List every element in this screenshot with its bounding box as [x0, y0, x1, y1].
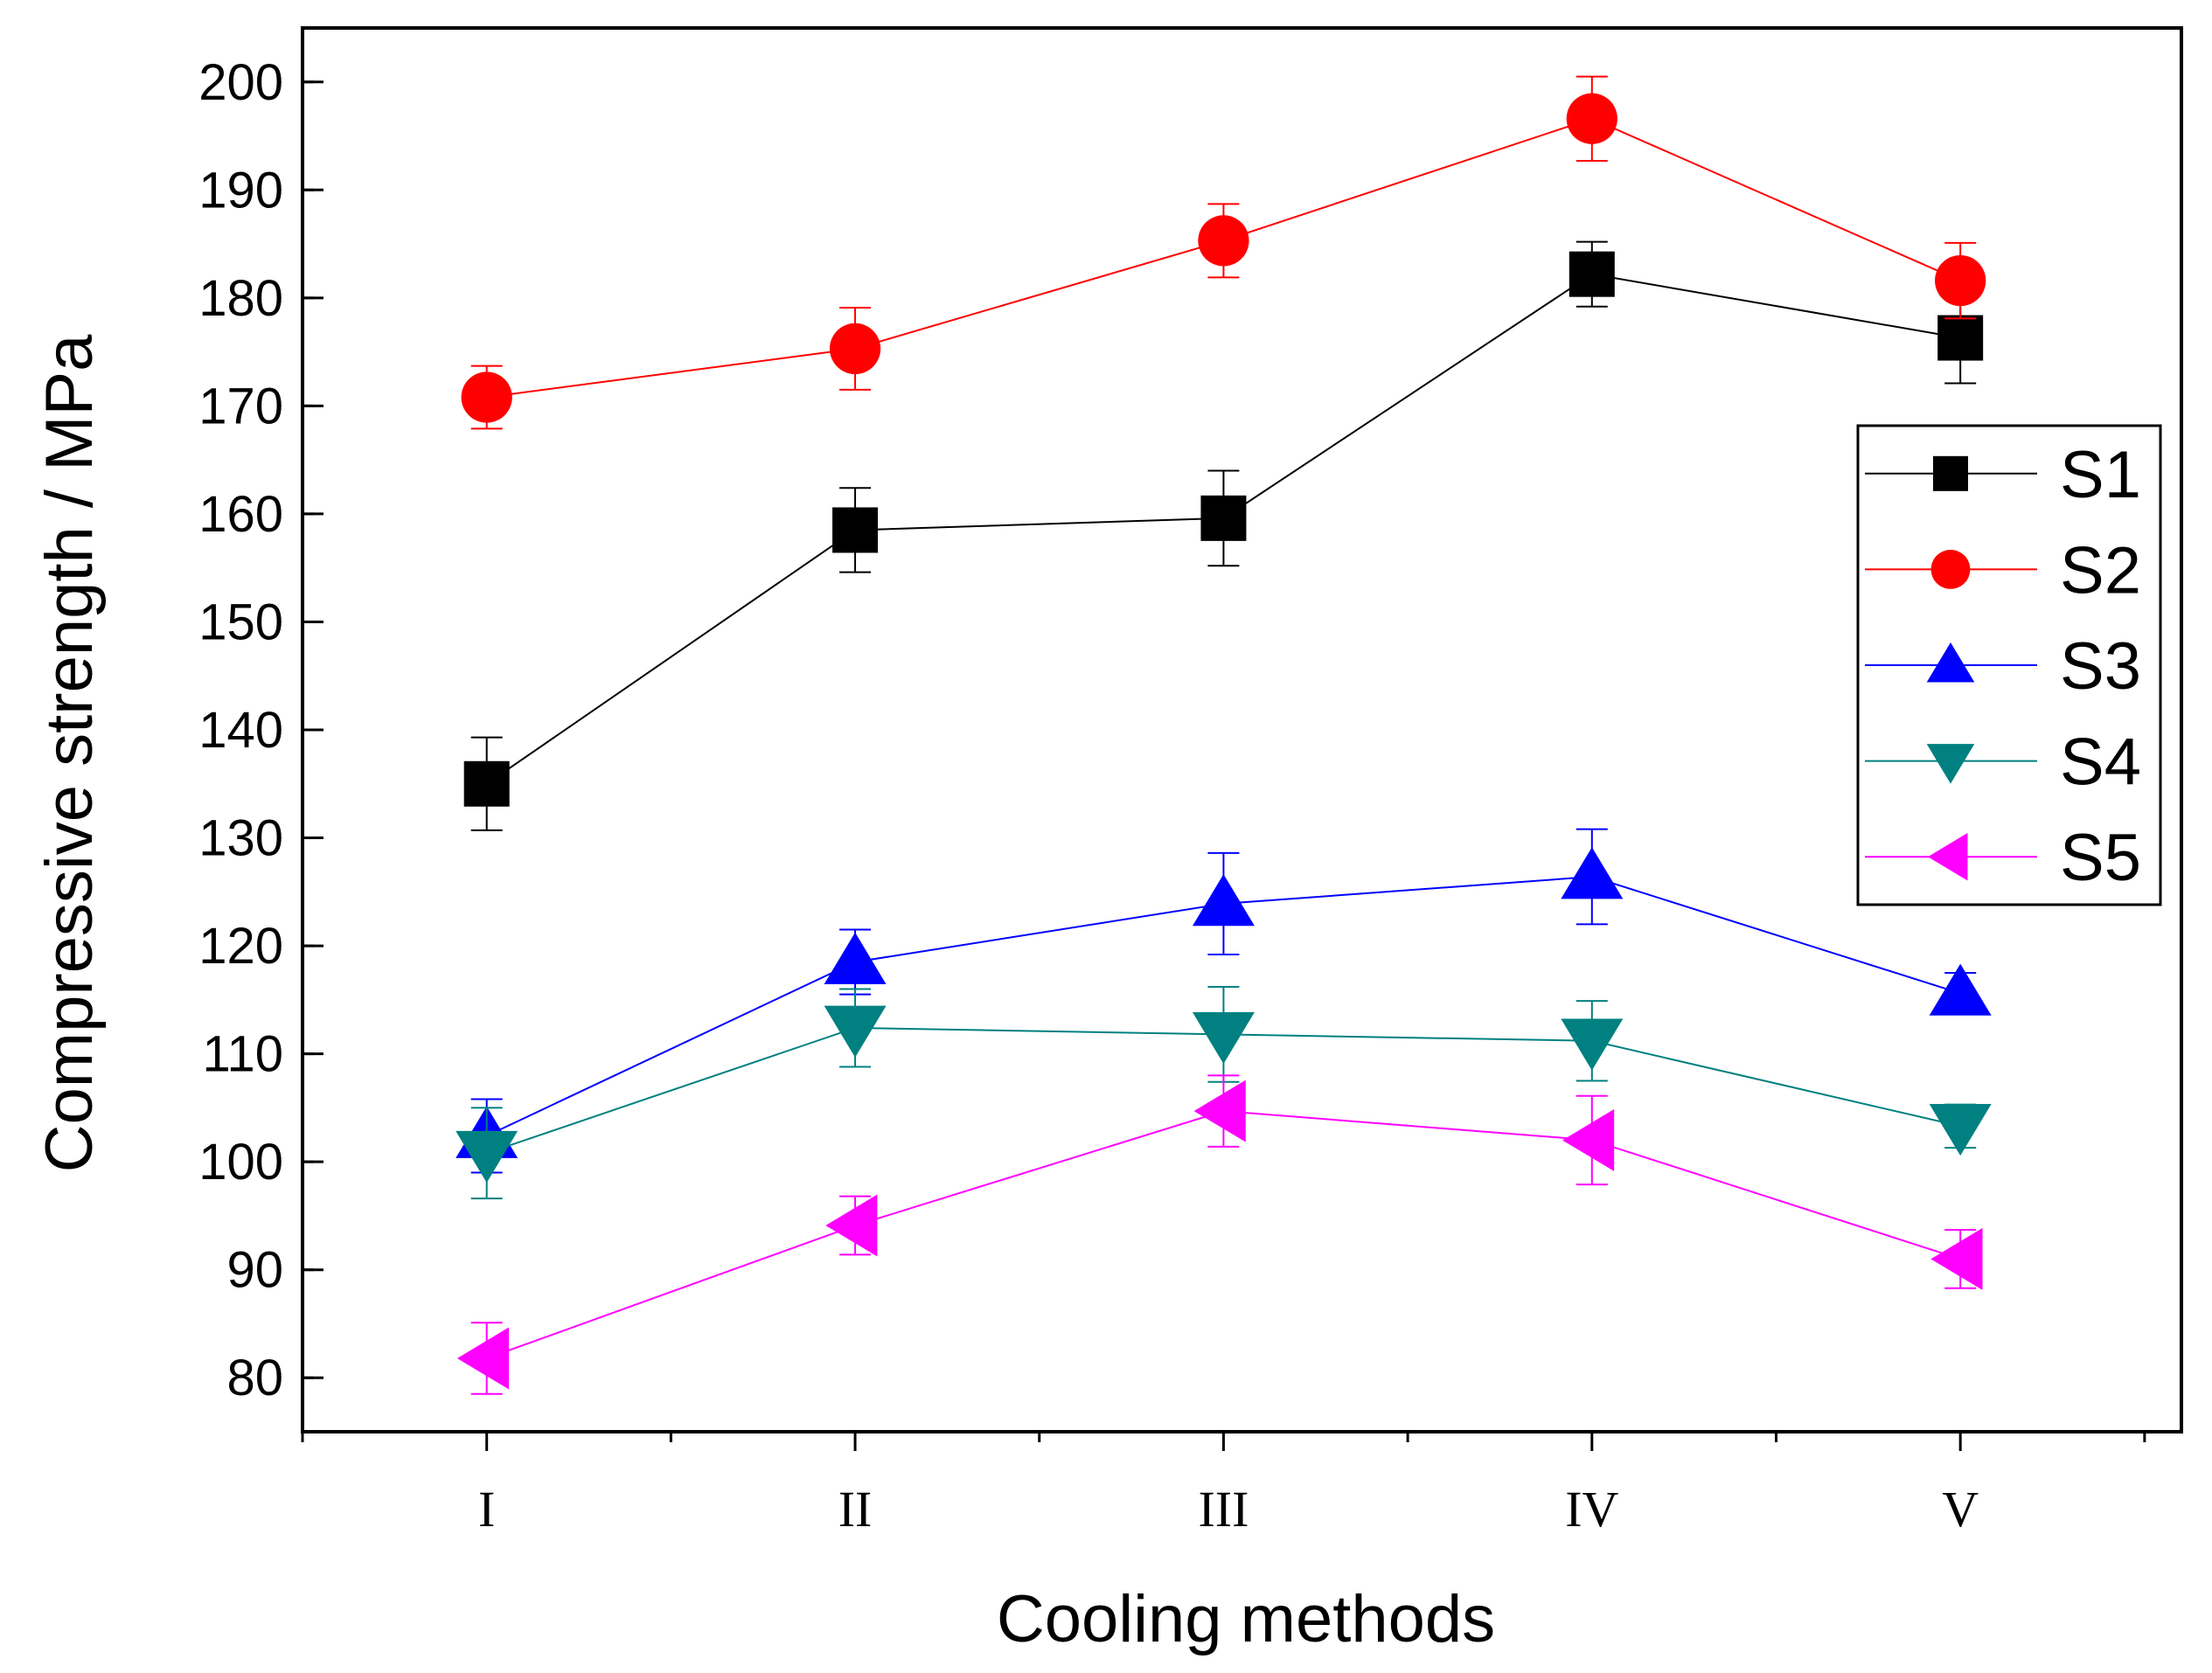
data-point-s5-v: [1930, 1228, 1982, 1290]
y-tick-label-170: 170: [198, 378, 283, 434]
legend-label-s3: S3: [2060, 629, 2141, 704]
x-tick-label-i: I: [478, 1481, 495, 1538]
legend-label-s5: S5: [2060, 821, 2141, 895]
x-tick-label-v: V: [1942, 1481, 1979, 1538]
data-point-s5-iv: [1562, 1109, 1614, 1171]
y-tick-label-190: 190: [198, 162, 283, 219]
legend-marker-s2: [1931, 550, 1971, 589]
data-point-s4-iv: [1561, 1018, 1623, 1070]
x-axis-title: Cooling methods: [997, 1582, 1495, 1656]
y-tick-label-180: 180: [198, 270, 283, 327]
legend-label-s2: S2: [2060, 533, 2141, 607]
chart-figure: 80 90 100 110 120 130 140 150 160 170 180 190 200 I II…: [0, 0, 2212, 1673]
data-point-s2-iii: [1198, 215, 1249, 266]
data-point-s5-ii: [825, 1195, 877, 1257]
data-point-s5-iii: [1194, 1080, 1246, 1142]
series-line-s5: [487, 1111, 1960, 1358]
data-point-s4-ii: [824, 1006, 887, 1058]
data-point-s1-iii: [1200, 496, 1246, 541]
data-point-s5-i: [457, 1328, 509, 1390]
y-tick-label-200: 200: [198, 54, 283, 111]
y-tick-label-130: 130: [198, 810, 283, 867]
data-point-s2-v: [1935, 255, 1986, 306]
y-tick-label-160: 160: [198, 486, 283, 543]
y-tick-label-150: 150: [198, 594, 283, 650]
legend: S1 S2 S3 S4 S5: [1858, 426, 2160, 905]
series-layer: [456, 77, 1991, 1394]
y-axis-title: Compressive strength / MPa: [32, 334, 107, 1173]
legend-marker-s1: [1933, 456, 1968, 491]
x-tick-label-ii: II: [838, 1481, 873, 1538]
legend-label-s4: S4: [2060, 725, 2141, 800]
x-tick-label-iii: III: [1198, 1481, 1249, 1538]
data-point-s2-ii: [830, 323, 880, 374]
data-point-s2-i: [462, 371, 512, 422]
data-point-s4-iii: [1193, 1012, 1255, 1064]
data-point-s3-iv: [1561, 847, 1623, 899]
data-point-s4-v: [1930, 1104, 1992, 1156]
data-point-s3-v: [1930, 964, 1992, 1016]
y-tick-label-120: 120: [198, 918, 283, 975]
data-point-s1-i: [464, 761, 510, 807]
x-tick-label-iv: IV: [1565, 1481, 1618, 1538]
data-point-s1-ii: [832, 507, 878, 552]
data-point-s1-v: [1937, 316, 1983, 361]
y-tick-label-100: 100: [198, 1134, 283, 1191]
y-tick-label-110: 110: [203, 1026, 283, 1083]
y-tick-label-80: 80: [226, 1350, 283, 1406]
data-point-s3-iii: [1193, 874, 1255, 926]
chart-canvas: 8090100110120130140150160170180190200I II…: [0, 0, 2212, 1673]
data-point-s1-iv: [1569, 252, 1615, 297]
y-tick-label-90: 90: [226, 1242, 283, 1299]
legend-label-s1: S1: [2060, 438, 2141, 512]
data-point-s2-iv: [1567, 94, 1617, 144]
y-tick-label-140: 140: [198, 702, 283, 759]
